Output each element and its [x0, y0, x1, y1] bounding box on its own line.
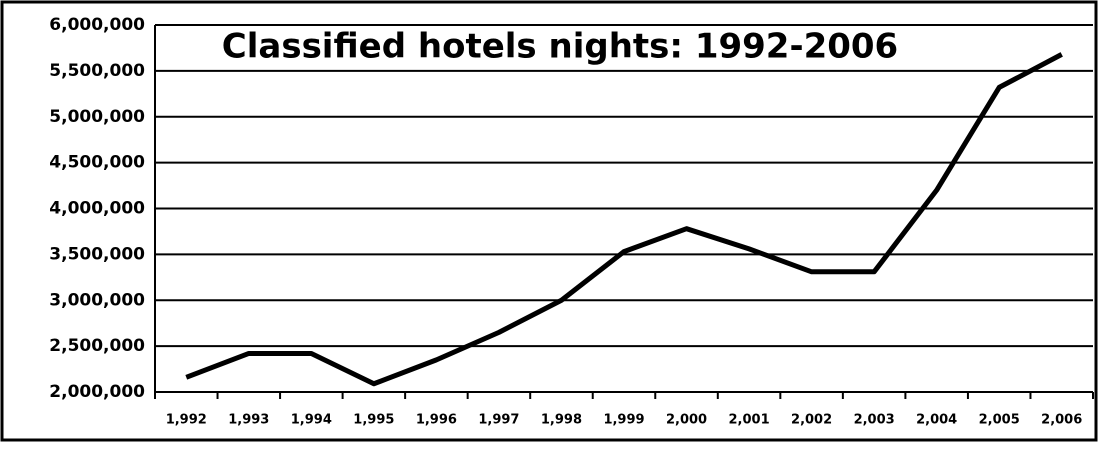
- x-tick-label: 1,992: [166, 413, 207, 428]
- x-tick-label: 1,999: [603, 413, 644, 428]
- x-tick-label: 2,001: [729, 413, 770, 428]
- x-tick-label: 2,000: [666, 413, 707, 428]
- x-tick-label: 1,996: [416, 413, 457, 428]
- y-tick-label: 2,000,000: [49, 382, 145, 402]
- y-tick-label: 3,500,000: [49, 244, 145, 264]
- x-tick-label: 1,994: [291, 413, 332, 428]
- x-tick-label: 2,005: [979, 413, 1020, 428]
- x-tick-label: 1,993: [228, 413, 269, 428]
- y-tick-label: 4,500,000: [49, 153, 145, 173]
- y-tick-label: 5,000,000: [49, 107, 145, 127]
- x-tick-label: 2,002: [791, 413, 832, 428]
- y-tick-label: 3,000,000: [49, 290, 145, 310]
- y-tick-label: 5,500,000: [49, 61, 145, 81]
- x-tick-label: 2,004: [916, 413, 957, 428]
- line-series: [185, 52, 1063, 387]
- x-tick-label: 2,003: [854, 413, 895, 428]
- y-tick-label: 2,500,000: [49, 336, 145, 356]
- x-tick-label: 1,995: [353, 413, 394, 428]
- x-tick-label: 2,006: [1041, 413, 1082, 428]
- x-tick-label: 1,997: [478, 413, 519, 428]
- y-tick-label: 4,000,000: [49, 199, 145, 219]
- y-tick-label: 6,000,000: [49, 15, 145, 35]
- x-tick-label: 1,998: [541, 413, 582, 428]
- chart-title: Classified hotels nights: 1992-2006: [222, 27, 898, 67]
